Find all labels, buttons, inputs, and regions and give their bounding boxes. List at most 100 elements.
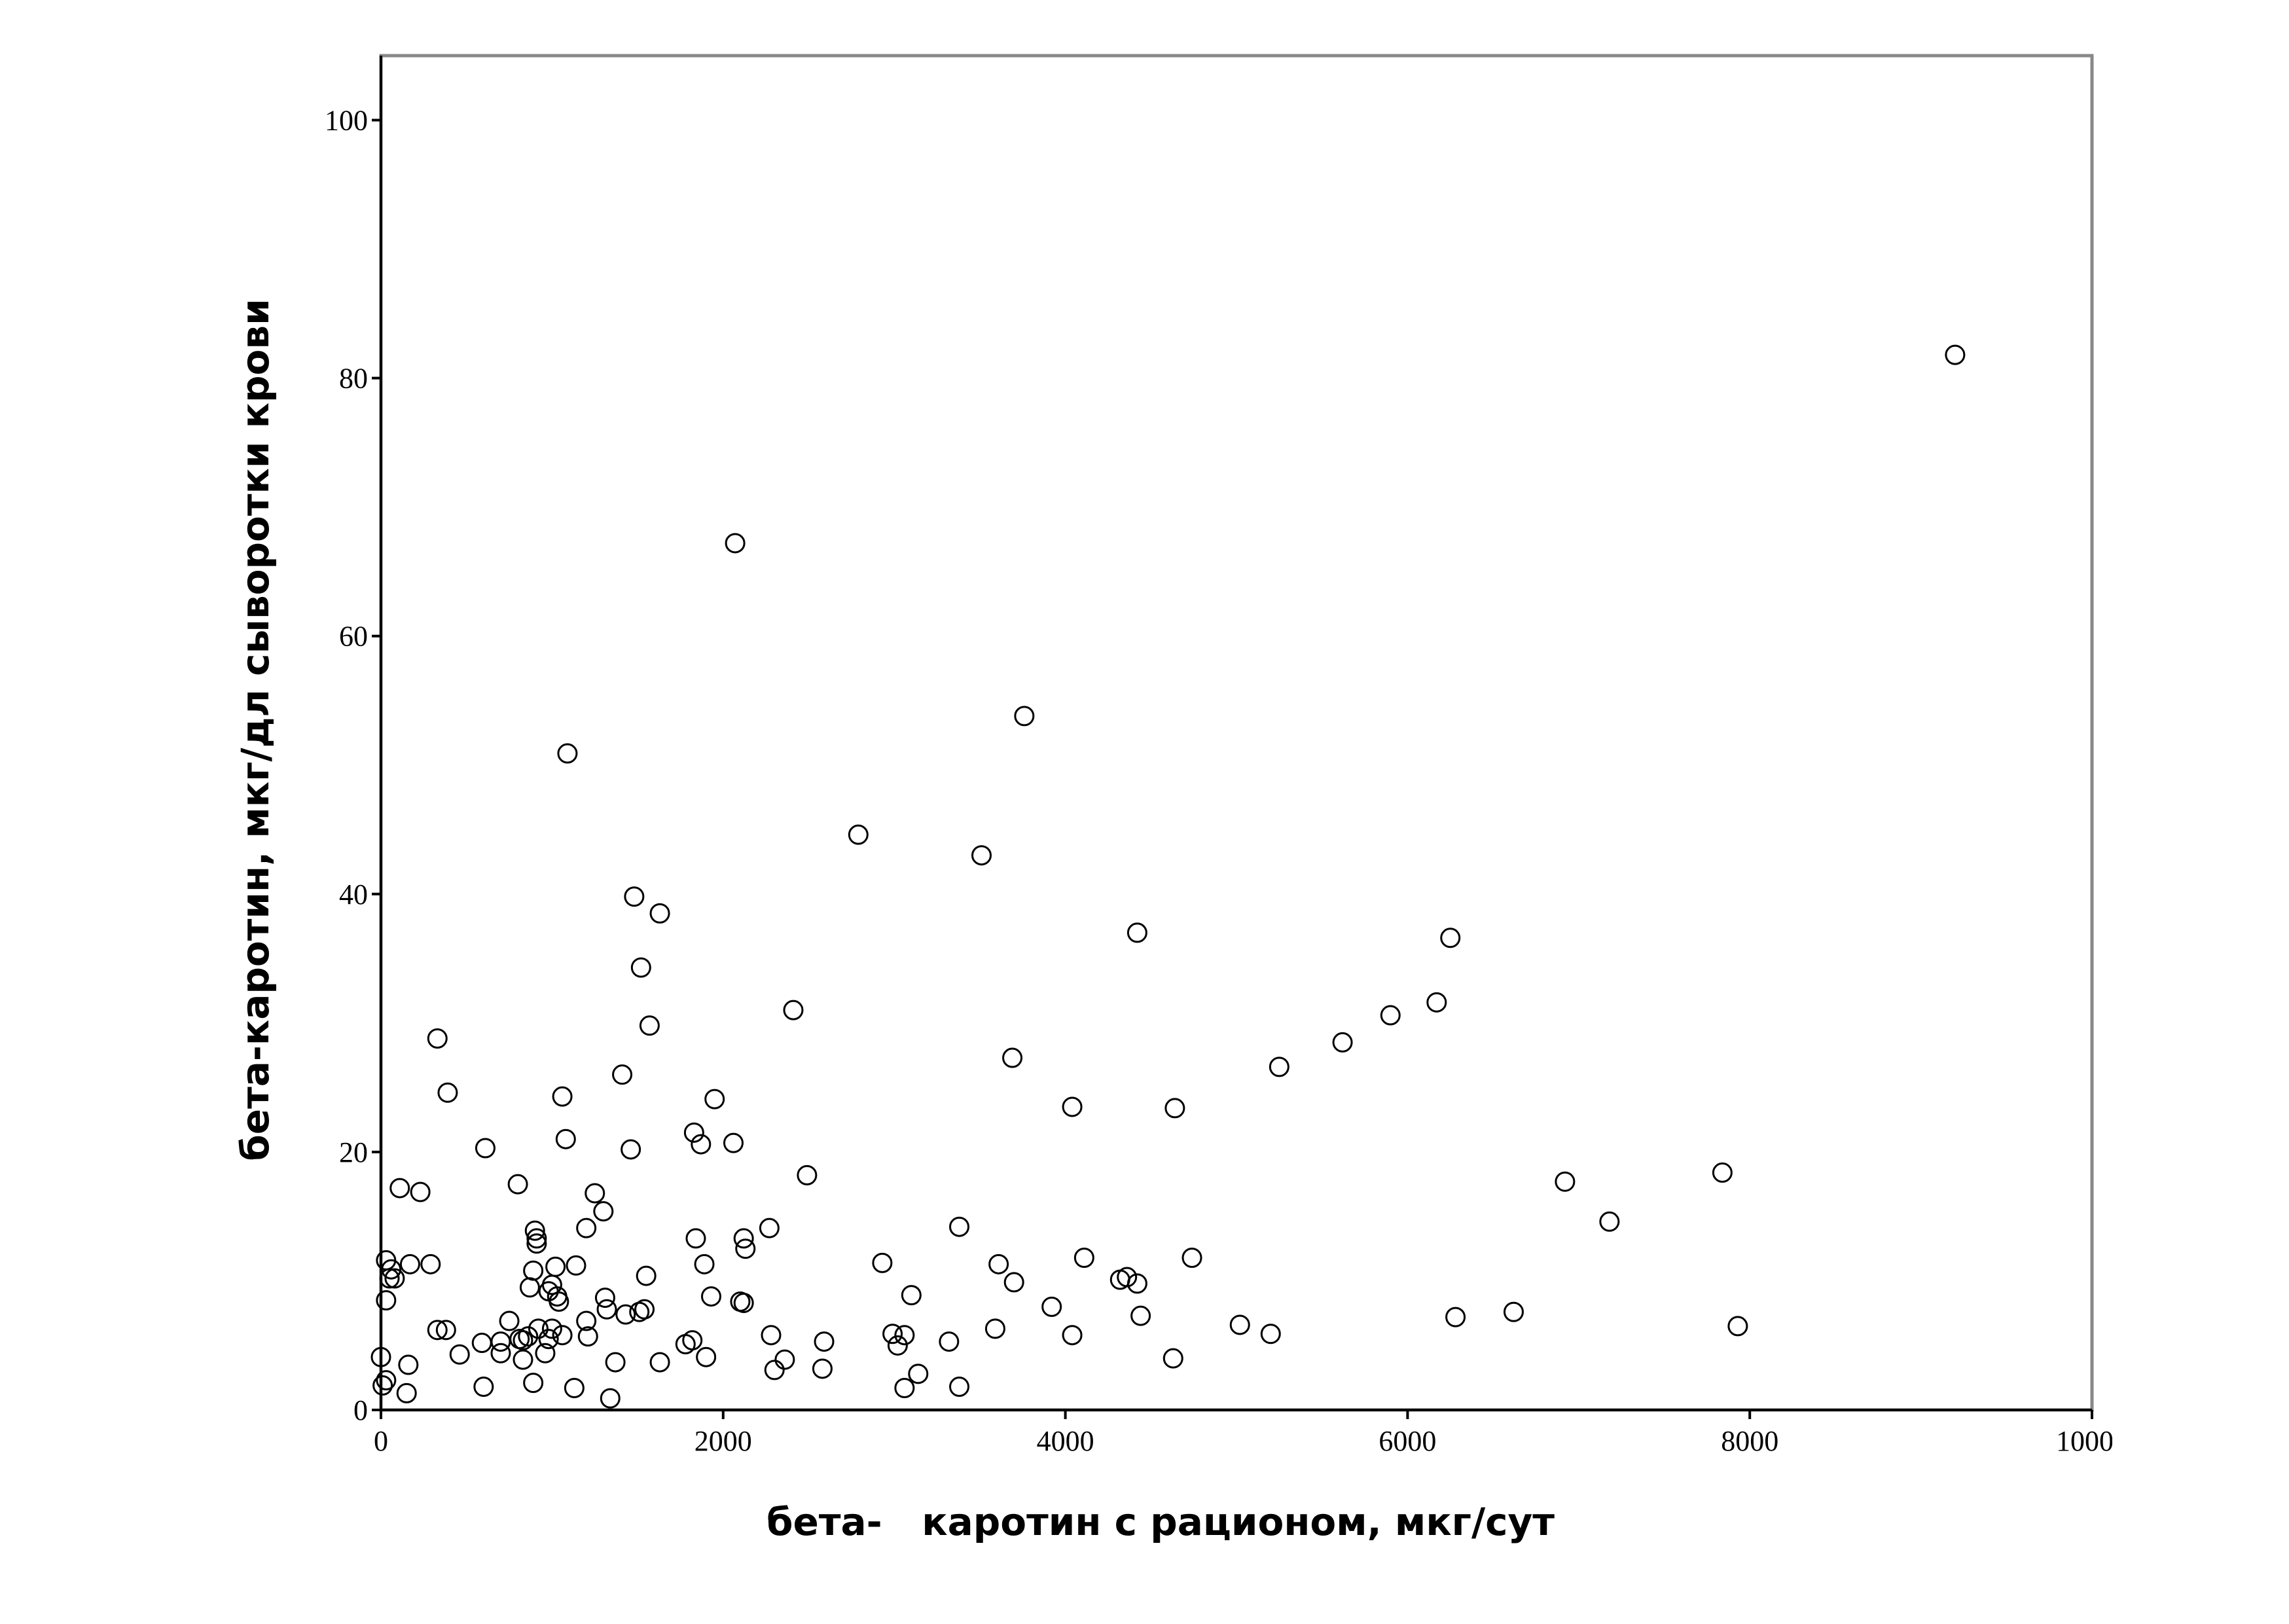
point: [882, 1324, 903, 1344]
point: [437, 1082, 458, 1103]
point: [519, 1277, 540, 1298]
point: [949, 1216, 970, 1237]
point: [593, 1201, 614, 1222]
point: [694, 1254, 715, 1274]
point: [594, 1288, 615, 1308]
point: [518, 1326, 539, 1347]
point: [1073, 1247, 1094, 1268]
point: [723, 1132, 744, 1153]
point: [600, 1388, 621, 1409]
y-axis-label: бета-каротин, мкг/дл сыворотки крови: [233, 298, 278, 1161]
point: [1117, 1267, 1138, 1288]
point: [379, 1268, 400, 1289]
point: [399, 1254, 420, 1274]
point: [1164, 1098, 1185, 1119]
point: [908, 1363, 929, 1384]
point: [1130, 1305, 1151, 1326]
point: [541, 1318, 562, 1339]
point: [630, 957, 651, 978]
point: [725, 533, 746, 554]
point: [624, 886, 645, 907]
point: [971, 845, 992, 866]
point: [566, 1255, 586, 1276]
point: [427, 1028, 448, 1049]
point: [473, 1377, 494, 1398]
point: [704, 1089, 725, 1110]
point: [523, 1373, 544, 1394]
point: [682, 1330, 703, 1351]
point: [398, 1354, 419, 1375]
point: [526, 1233, 547, 1254]
point: [555, 1128, 576, 1149]
point: [812, 1358, 833, 1379]
point: [605, 1352, 626, 1373]
point: [675, 1334, 696, 1355]
point: [984, 1318, 1005, 1339]
point: [683, 1122, 704, 1143]
point: [701, 1286, 722, 1307]
point: [887, 1335, 908, 1356]
point: [814, 1331, 835, 1352]
point: [576, 1310, 597, 1331]
point: [376, 1370, 397, 1391]
point: [523, 1260, 544, 1281]
point: [513, 1330, 533, 1351]
y-tick-label: 20: [339, 1136, 368, 1168]
x-tick-label: 4000: [1037, 1425, 1094, 1457]
point: [1503, 1301, 1524, 1322]
point: [535, 1343, 556, 1363]
point: [471, 1333, 492, 1354]
point: [381, 1259, 402, 1280]
point: [649, 903, 670, 924]
x-tick-label: 0: [374, 1425, 388, 1457]
point: [1712, 1162, 1733, 1183]
point: [1440, 928, 1461, 948]
point: [621, 1139, 641, 1160]
point: [797, 1164, 818, 1185]
point: [615, 1304, 636, 1325]
point: [629, 1301, 650, 1322]
point: [1426, 992, 1447, 1013]
point: [577, 1326, 598, 1347]
point: [612, 1064, 633, 1085]
point: [649, 1352, 670, 1373]
point: [513, 1349, 533, 1370]
point: [596, 1299, 617, 1320]
point: [372, 1375, 393, 1396]
plot-group: 0 20 40 60 80 100 0 2000 4000 6000 8000 10000 бета- …: [233, 54, 2128, 1544]
point: [427, 1320, 448, 1341]
point: [696, 1346, 717, 1367]
point: [733, 1292, 754, 1313]
point: [410, 1182, 431, 1202]
point: [1003, 1272, 1024, 1293]
point: [507, 1174, 528, 1195]
point: [1380, 1005, 1401, 1026]
point: [1126, 1273, 1147, 1294]
point: [1555, 1171, 1576, 1192]
point: [1727, 1316, 1748, 1337]
point: [1445, 1307, 1466, 1327]
point: [1163, 1348, 1183, 1369]
point: [552, 1086, 573, 1107]
point: [420, 1254, 441, 1274]
point: [894, 1325, 915, 1346]
point: [759, 1218, 780, 1238]
point: [783, 1000, 804, 1020]
point: [872, 1252, 893, 1273]
point: [490, 1343, 511, 1363]
point: [449, 1344, 470, 1365]
point: [585, 1183, 605, 1204]
point: [1181, 1247, 1202, 1268]
x-tick-label: 10000: [2056, 1425, 2128, 1457]
point: [1599, 1211, 1620, 1232]
point: [1062, 1096, 1083, 1117]
y-tick-label: 0: [353, 1394, 368, 1426]
point: [733, 1228, 754, 1249]
point: [552, 1325, 573, 1346]
point: [396, 1382, 417, 1403]
point: [1062, 1325, 1083, 1346]
point: [1229, 1314, 1250, 1335]
point: [557, 743, 578, 764]
point: [370, 1346, 391, 1367]
